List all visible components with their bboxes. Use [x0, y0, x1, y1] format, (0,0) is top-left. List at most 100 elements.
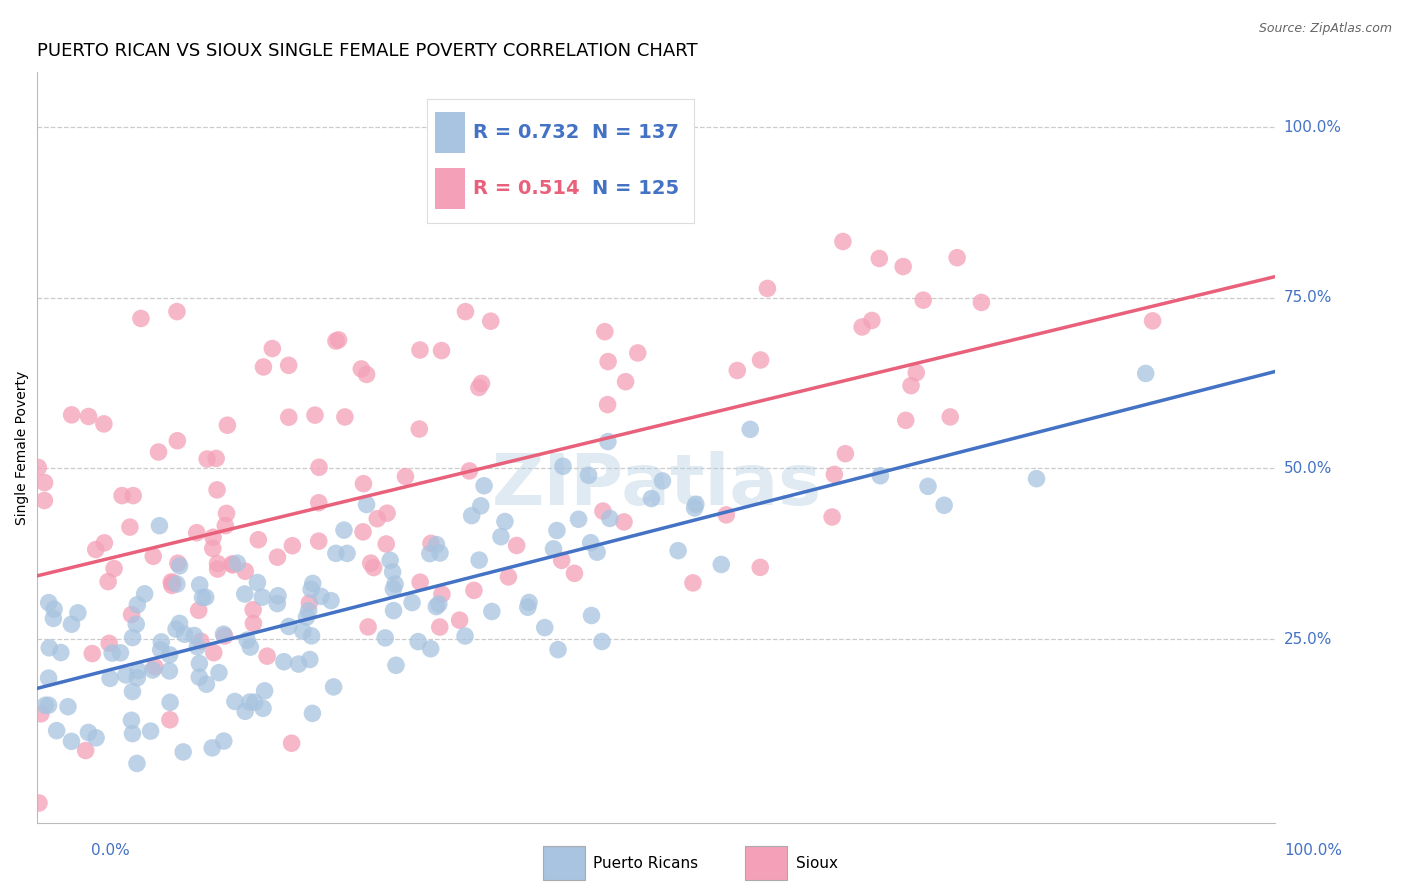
Point: [125, 756, 148, 771]
Point: [651, 474, 673, 488]
Point: [84, 542, 107, 557]
Text: Source: ZipAtlas.com: Source: ZipAtlas.com: [1258, 22, 1392, 36]
Y-axis label: Single Female Poverty: Single Female Poverty: [15, 371, 30, 525]
Point: [382, 604, 405, 618]
Point: [75, 743, 97, 757]
Point: [202, 530, 225, 544]
Point: [860, 313, 883, 327]
Point: [489, 530, 512, 544]
Point: [749, 353, 772, 368]
Point: [142, 663, 165, 677]
Point: [207, 562, 229, 576]
Point: [222, 558, 245, 572]
Point: [66, 606, 89, 620]
Point: [93, 417, 115, 431]
Point: [162, 576, 184, 591]
Point: [84, 731, 107, 745]
Point: [304, 408, 326, 422]
Point: [328, 333, 350, 347]
Point: [166, 434, 188, 448]
Point: [242, 616, 264, 631]
Point: [823, 467, 845, 482]
Point: [121, 607, 143, 622]
Point: [247, 533, 270, 547]
Point: [308, 534, 330, 549]
Point: [195, 677, 218, 691]
Point: [121, 726, 143, 740]
Point: [139, 724, 162, 739]
Point: [207, 557, 229, 571]
Point: [205, 483, 228, 497]
Point: [579, 535, 602, 549]
Point: [252, 701, 274, 715]
Point: [586, 545, 609, 559]
FancyBboxPatch shape: [543, 847, 585, 880]
Point: [253, 684, 276, 698]
Point: [186, 525, 208, 540]
Text: PUERTO RICAN VS SIOUX SINGLE FEMALE POVERTY CORRELATION CHART: PUERTO RICAN VS SIOUX SINGLE FEMALE POVE…: [38, 42, 697, 60]
Point: [208, 665, 231, 680]
Point: [970, 295, 993, 310]
Point: [319, 593, 342, 607]
Point: [458, 464, 481, 478]
Point: [463, 583, 485, 598]
Point: [143, 660, 166, 674]
Point: [277, 359, 299, 373]
Point: [685, 497, 707, 511]
Point: [378, 553, 401, 567]
Point: [166, 577, 188, 591]
Point: [101, 646, 124, 660]
Point: [298, 652, 321, 666]
Text: 0.0%: 0.0%: [91, 843, 131, 858]
Point: [336, 546, 359, 560]
Point: [1025, 472, 1047, 486]
Text: Puerto Ricans: Puerto Ricans: [593, 855, 699, 871]
Point: [60, 408, 83, 422]
Point: [212, 627, 235, 641]
Point: [236, 633, 259, 648]
Point: [205, 451, 228, 466]
Point: [239, 695, 262, 709]
Point: [460, 508, 482, 523]
Point: [266, 597, 288, 611]
Point: [363, 560, 385, 574]
Text: 50.0%: 50.0%: [1284, 461, 1331, 476]
Point: [98, 636, 121, 650]
Point: [186, 640, 208, 654]
Point: [159, 695, 181, 709]
Point: [821, 510, 844, 524]
Point: [298, 604, 321, 618]
Point: [419, 641, 441, 656]
Point: [322, 680, 344, 694]
Point: [214, 629, 236, 643]
Point: [430, 587, 453, 601]
Text: 100.0%: 100.0%: [1285, 843, 1343, 858]
Point: [98, 672, 121, 686]
Point: [187, 603, 209, 617]
Point: [42, 602, 65, 616]
Point: [301, 576, 323, 591]
Point: [494, 515, 516, 529]
Point: [832, 235, 855, 249]
Point: [201, 541, 224, 556]
Point: [273, 655, 295, 669]
Point: [666, 543, 689, 558]
Point: [118, 520, 141, 534]
Point: [366, 512, 388, 526]
Point: [564, 566, 586, 581]
Point: [375, 506, 398, 520]
Point: [468, 380, 491, 394]
Point: [226, 556, 249, 570]
Point: [425, 599, 447, 614]
Point: [427, 597, 450, 611]
Point: [34, 698, 56, 713]
Point: [891, 260, 914, 274]
Point: [333, 523, 356, 537]
Point: [56, 699, 79, 714]
Point: [308, 496, 330, 510]
Point: [543, 541, 565, 556]
Point: [309, 590, 332, 604]
Point: [127, 664, 149, 678]
Point: [150, 635, 173, 649]
Point: [946, 251, 969, 265]
